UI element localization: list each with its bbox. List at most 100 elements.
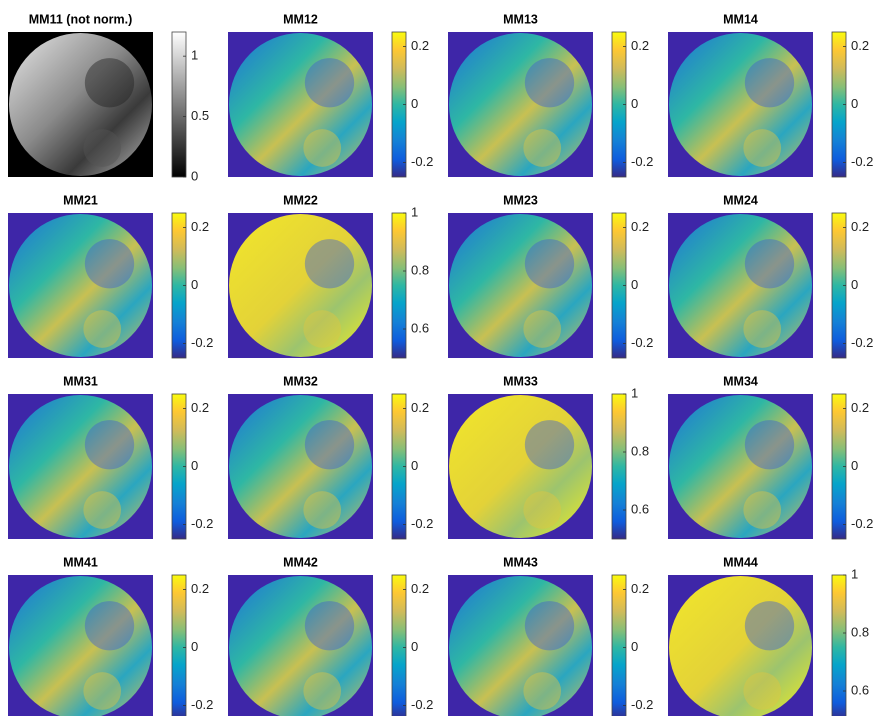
image-disk xyxy=(449,395,592,538)
colorbar-tick-label: -0.2 xyxy=(411,516,433,531)
colorbar-tick-label: 0.8 xyxy=(411,262,429,277)
colorbar-tick-label: 0 xyxy=(191,639,198,654)
image-region xyxy=(83,310,122,348)
panel-title: MM43 xyxy=(503,555,538,569)
image-region xyxy=(524,601,575,651)
image-region xyxy=(743,672,782,710)
image-disk xyxy=(669,395,812,538)
colorbar-tick-label: 0 xyxy=(631,96,638,111)
colorbar-tick-label: 0 xyxy=(631,639,638,654)
panel-title: MM14 xyxy=(723,12,758,26)
colorbar xyxy=(831,574,847,716)
colorbar-tick-label: 0.6 xyxy=(631,501,649,516)
image-region xyxy=(524,239,575,289)
colorbar-tick-label: 0.6 xyxy=(851,682,869,697)
panel-title: MM23 xyxy=(503,193,538,207)
image-disk xyxy=(229,395,372,538)
colorbar-tick-label: 0 xyxy=(631,277,638,292)
colorbar-tick-label: -0.2 xyxy=(191,697,213,712)
colorbar xyxy=(611,574,627,716)
colorbar-tick-label: 0 xyxy=(411,96,418,111)
image-region xyxy=(303,672,342,710)
colorbar-tick-label: 1 xyxy=(411,204,418,219)
image-disk xyxy=(229,576,372,716)
image-region xyxy=(84,239,135,289)
colorbar xyxy=(171,574,187,716)
colorbar-tick-label: -0.2 xyxy=(851,154,873,169)
colorbar-tick-label: -0.2 xyxy=(631,697,653,712)
image-region xyxy=(84,601,135,651)
image-region xyxy=(523,310,562,348)
image-disk xyxy=(449,33,592,176)
colorbar-tick-label: 0 xyxy=(851,458,858,473)
image-region xyxy=(523,129,562,167)
panel-title: MM42 xyxy=(283,555,318,569)
colorbar-tick-label: -0.2 xyxy=(411,697,433,712)
panel-title: MM41 xyxy=(63,555,98,569)
colorbar xyxy=(171,31,187,178)
colorbar-tick-label: 0 xyxy=(411,639,418,654)
image-disk xyxy=(229,214,372,357)
image-region xyxy=(303,310,342,348)
image-region xyxy=(83,672,122,710)
image-disk xyxy=(229,33,372,176)
image-region xyxy=(304,601,355,651)
colorbar-tick-label: 0.2 xyxy=(191,581,209,596)
colorbar-tick-label: -0.2 xyxy=(631,154,653,169)
panel-title: MM32 xyxy=(283,374,318,388)
image-region xyxy=(523,672,562,710)
panel-title: MM22 xyxy=(283,193,318,207)
colorbar-tick-label: 0.2 xyxy=(191,219,209,234)
image-disk xyxy=(669,214,812,357)
panel-title: MM11 (not norm.) xyxy=(29,12,132,26)
image-region xyxy=(524,420,575,470)
colorbar xyxy=(391,212,407,359)
colorbar-tick-label: -0.2 xyxy=(191,516,213,531)
panel-title: MM12 xyxy=(283,12,318,26)
panel-title: MM21 xyxy=(63,193,98,207)
colorbar-tick-label: 0.8 xyxy=(851,624,869,639)
colorbar-tick-label: 0.2 xyxy=(851,219,869,234)
colorbar-tick-label: 0.2 xyxy=(631,219,649,234)
colorbar-tick-label: 0.8 xyxy=(631,443,649,458)
panel-title: MM24 xyxy=(723,193,758,207)
colorbar-tick-label: 0 xyxy=(191,277,198,292)
image-region xyxy=(303,491,342,529)
image-disk xyxy=(669,33,812,176)
panel-title: MM34 xyxy=(723,374,758,388)
image-region xyxy=(744,420,795,470)
colorbar-tick-label: -0.2 xyxy=(191,335,213,350)
colorbar xyxy=(391,574,407,716)
image-region xyxy=(83,491,122,529)
image-region xyxy=(303,129,342,167)
colorbar-tick-label: 0.6 xyxy=(411,320,429,335)
image-region xyxy=(743,129,782,167)
image-disk xyxy=(449,576,592,716)
image-region xyxy=(304,239,355,289)
colorbar-tick-label: 0.2 xyxy=(851,400,869,415)
colorbar-tick-label: 0 xyxy=(191,458,198,473)
image-region xyxy=(744,601,795,651)
colorbar-tick-label: 1 xyxy=(191,48,198,63)
colorbar-tick-label: 0.2 xyxy=(411,400,429,415)
image-disk xyxy=(9,395,152,538)
colorbar-tick-label: -0.2 xyxy=(631,335,653,350)
colorbar-tick-label: 0.2 xyxy=(631,38,649,53)
colorbar-tick-label: 0.2 xyxy=(411,581,429,596)
panel-title: MM31 xyxy=(63,374,98,388)
image-disk xyxy=(669,576,812,716)
image-region xyxy=(744,239,795,289)
image-region xyxy=(744,58,795,108)
colorbar-tick-label: -0.2 xyxy=(851,335,873,350)
colorbar-tick-label: 0 xyxy=(191,168,198,183)
image-region xyxy=(743,491,782,529)
image-region xyxy=(523,491,562,529)
panel-title: MM33 xyxy=(503,374,538,388)
panel-title: MM13 xyxy=(503,12,538,26)
image-region xyxy=(84,58,135,108)
colorbar-tick-label: 0.2 xyxy=(851,38,869,53)
colorbar-tick-label: -0.2 xyxy=(411,154,433,169)
colorbar-tick-label: 0 xyxy=(411,458,418,473)
image-region xyxy=(743,310,782,348)
colorbar-tick-label: 0 xyxy=(851,277,858,292)
